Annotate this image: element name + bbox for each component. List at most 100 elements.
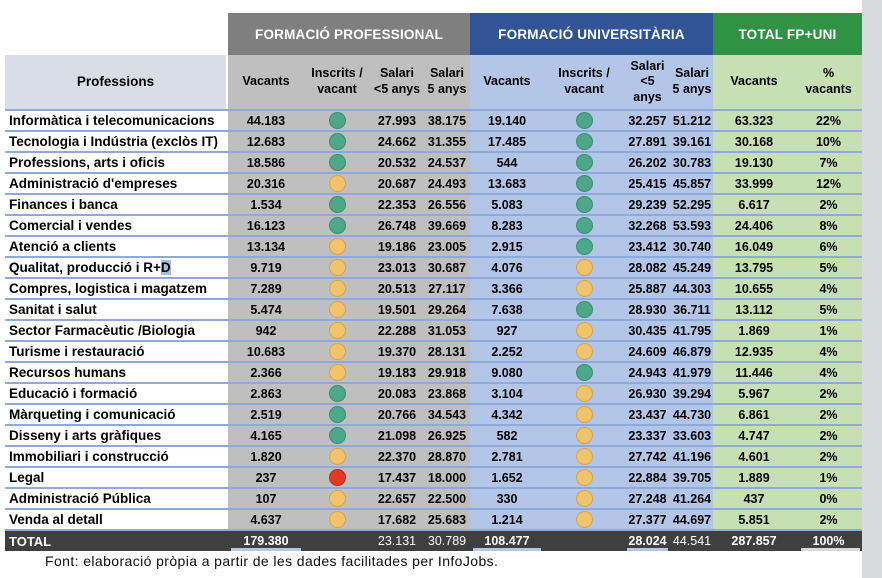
uni-salari-lt5-value: 28.082	[624, 258, 671, 277]
uni-salari-5-value: 41.264	[671, 489, 713, 508]
uni-vacants-value: 927	[470, 321, 544, 340]
yellow-status-dot-icon	[328, 175, 346, 192]
uni-salari-5-value: 45.249	[671, 258, 713, 277]
total-vacants-sum: 287.857	[731, 534, 777, 548]
uni-salari-lt5-value: 29.239	[624, 195, 671, 214]
ratio-dot-cell	[544, 342, 624, 361]
source-note: Font: elaboració pròpia a partir de les …	[45, 553, 499, 569]
fp-salari-5-value: 25.683	[424, 510, 470, 529]
ratio-dot-cell	[304, 405, 370, 424]
uni-salari-lt5-header: Salari <5 anys	[624, 55, 671, 109]
ratio-dot-cell	[544, 384, 624, 403]
fp-vacants-value: 2.366	[228, 363, 304, 382]
uni-vacants-value: 17.485	[470, 132, 544, 151]
total-vacants-value: 11.446	[713, 363, 795, 382]
table-row: Comercial i vendes 16.123 26.748 39.669 8.28…	[5, 214, 862, 235]
ratio-dot-cell	[304, 468, 370, 487]
fp-salari-5-value: 29.918	[424, 363, 470, 382]
uni-group-header: FORMACIÓ UNIVERSITÀRIA	[470, 13, 713, 55]
profession-name: Legal	[5, 468, 228, 487]
table-row: Qualitat, producció i R+ D 9.719 23.013 30.6…	[5, 256, 862, 277]
green-status-dot-icon	[328, 133, 346, 150]
table-row: Màrqueting i comunicació 2.519 20.766 34.54…	[5, 403, 862, 424]
total-uni-vacants: 108.477	[470, 531, 544, 551]
ratio-dot-cell	[544, 153, 624, 172]
table-row: Tecnologia i Indústria (exclòs IT) 12.683…	[5, 130, 862, 151]
ratio-dot-cell	[544, 195, 624, 214]
uni-vacants-value: 544	[470, 153, 544, 172]
total-vacants-value: 10.655	[713, 279, 795, 298]
uni-vacants-value: 582	[470, 426, 544, 445]
fp-vacants-value: 107	[228, 489, 304, 508]
yellow-status-dot-icon	[328, 238, 346, 255]
fp-salari-lt5-value: 20.532	[370, 153, 424, 172]
yellow-status-dot-icon	[328, 448, 346, 465]
ratio-dot-cell	[544, 510, 624, 529]
total-vacants-value: 1.889	[713, 468, 795, 487]
table-row: Sanitat i salut 5.474 19.501 29.264 7.638 28.…	[5, 298, 862, 319]
uni-salari-5-value: 41.196	[671, 447, 713, 466]
uni-salari-5-value: 30.740	[671, 237, 713, 256]
group-header-spacer	[5, 13, 228, 55]
yellow-status-dot-icon	[328, 301, 346, 318]
total-vacants-value: 24.406	[713, 216, 795, 235]
fp-ratio-header: Inscrits / vacant	[304, 55, 370, 109]
uni-vacants-value: 8.283	[470, 216, 544, 235]
fp-salari-lt5-value: 19.370	[370, 342, 424, 361]
fp-salari-lt5-value: 22.657	[370, 489, 424, 508]
ratio-dot-cell	[544, 216, 624, 235]
total-fp-salari-5: 30.789	[427, 534, 467, 548]
total-pct-value: 5%	[795, 258, 862, 277]
total-fp-dot-spacer	[304, 531, 370, 551]
fp-salari-lt5-value: 17.437	[370, 468, 424, 487]
ratio-dot-cell	[544, 405, 624, 424]
uni-salari-lt5-value: 24.609	[624, 342, 671, 361]
total-pct-value: 1%	[795, 321, 862, 340]
fp-salari-5-value: 31.053	[424, 321, 470, 340]
fp-salari-5-value: 39.669	[424, 216, 470, 235]
fp-vacants-value: 44.183	[228, 111, 304, 130]
fp-salari-lt5-value: 27.993	[370, 111, 424, 130]
ratio-dot-cell	[544, 426, 624, 445]
fp-salari-lt5-value: 22.353	[370, 195, 424, 214]
uni-vacants-value: 4.076	[470, 258, 544, 277]
fp-salari-lt5-value: 21.098	[370, 426, 424, 445]
uni-salari-lt5-value: 26.202	[624, 153, 671, 172]
fp-salari-5-header: Salari 5 anys	[424, 55, 470, 109]
ratio-dot-cell	[304, 300, 370, 319]
uni-salari-5-value: 45.857	[671, 174, 713, 193]
uni-vacants-value: 5.083	[470, 195, 544, 214]
ratio-dot-cell	[304, 153, 370, 172]
total-pct-sum: 100%	[795, 531, 862, 551]
total-vacants-value: 5.967	[713, 384, 795, 403]
uni-salari-lt5-value: 25.415	[624, 174, 671, 193]
uni-salari-lt5-value: 32.257	[624, 111, 671, 130]
uni-salari-5-value: 44.697	[671, 510, 713, 529]
uni-salari-5-value: 44.303	[671, 279, 713, 298]
uni-vacants-value: 7.638	[470, 300, 544, 319]
fp-salari-lt5-value: 20.687	[370, 174, 424, 193]
table-row: Informàtica i telecomunicacions 44.183 27.…	[5, 109, 862, 130]
uni-vacants-value: 3.104	[470, 384, 544, 403]
fp-vacants-value: 2.863	[228, 384, 304, 403]
uni-salari-5-value: 36.711	[671, 300, 713, 319]
table-row: Disseny i arts gràfiques 4.165 21.098 26.92…	[5, 424, 862, 445]
green-status-dot-icon	[328, 112, 346, 129]
profession-name: Venda al detall	[5, 510, 228, 529]
fp-salari-5-value: 23.005	[424, 237, 470, 256]
profession-name: Finances i banca	[5, 195, 228, 214]
profession-name: Informàtica i telecomunicacions	[5, 111, 228, 130]
total-pct-value: 1%	[795, 468, 862, 487]
total-pct-value: 22%	[795, 111, 862, 130]
total-group-header: TOTAL FP+UNI	[713, 13, 862, 55]
table-row: Administració Pública 107 22.657 22.500 330 2…	[5, 487, 862, 508]
table-row: Educació i formació 2.863 20.083 23.868 3.10…	[5, 382, 862, 403]
fp-vacants-value: 1.534	[228, 195, 304, 214]
ratio-dot-cell	[544, 237, 624, 256]
fp-salari-5-value: 22.500	[424, 489, 470, 508]
uni-salari-5-value: 52.295	[671, 195, 713, 214]
yellow-status-dot-icon	[575, 259, 593, 276]
ratio-dot-cell	[544, 321, 624, 340]
total-pct-value: 10%	[795, 132, 862, 151]
fp-salari-lt5-value: 19.183	[370, 363, 424, 382]
